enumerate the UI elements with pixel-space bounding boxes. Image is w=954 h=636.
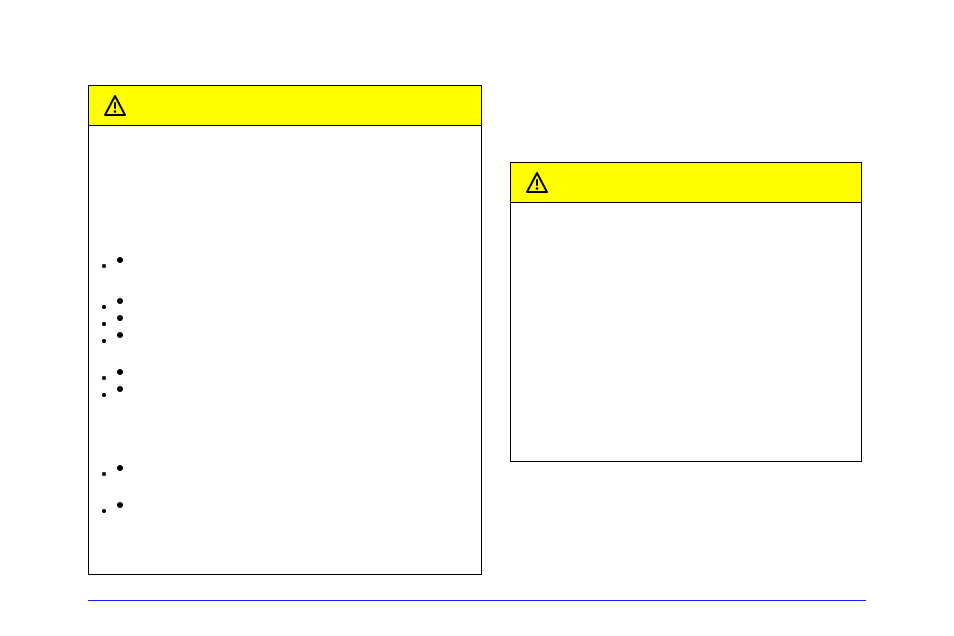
caution-header-right: [511, 163, 861, 203]
bullet-list: [117, 126, 127, 574]
caution-box-left: [88, 85, 482, 575]
list-item: [117, 257, 123, 263]
list-item: [117, 315, 123, 321]
footer-rule: [88, 600, 866, 601]
warning-icon: [103, 94, 127, 118]
caution-body-left: [89, 126, 481, 574]
list-item: [117, 298, 123, 304]
caution-body-right: [511, 203, 861, 223]
list-item: [117, 369, 123, 375]
caution-header-left: [89, 86, 481, 126]
caution-box-right: [510, 162, 862, 462]
list-item: [117, 332, 123, 338]
list-item: [117, 465, 123, 471]
warning-icon: [525, 171, 549, 195]
list-item: [117, 386, 123, 392]
list-item: [117, 502, 123, 508]
